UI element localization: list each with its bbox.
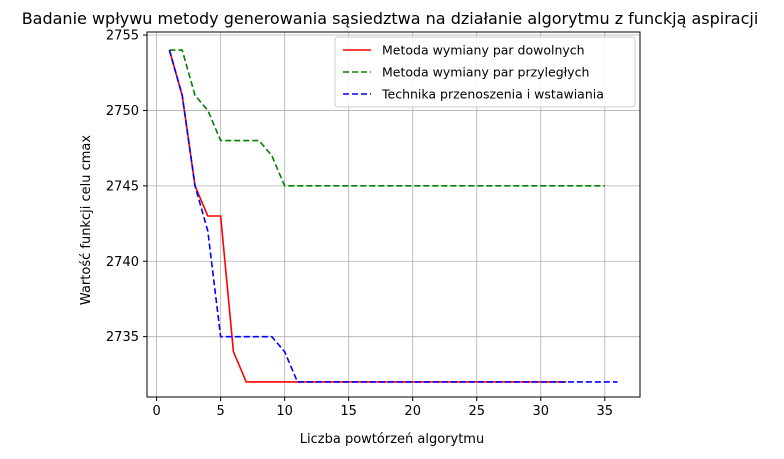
- y-tick-label: 2745: [106, 179, 139, 194]
- plot-series: [168, 49, 618, 383]
- legend-label-3: Technika przenoszenia i wstawiania: [381, 87, 604, 102]
- chart-title: Badanie wpływu metody generowania sąsied…: [22, 9, 759, 28]
- y-tick-label: 2740: [106, 255, 139, 270]
- y-tick-label: 2735: [106, 330, 139, 345]
- legend-label-1: Metoda wymiany par dowolnych: [382, 43, 585, 58]
- x-tick-label: 30: [532, 404, 549, 419]
- legend: Metoda wymiany par dowolnych Metoda wymia…: [334, 36, 636, 108]
- plot-area-frame: [146, 31, 641, 398]
- legend-label-2: Metoda wymiany par przyległych: [382, 65, 589, 80]
- axis-ticks: 0 5 10 15 20 25 30 35 2735 2740 2745 2750 2755: [106, 29, 613, 419]
- x-axis-label: Liczba powtórzeń algorytmu: [300, 432, 484, 447]
- x-tick-label: 0: [152, 404, 160, 419]
- x-tick-label: 10: [276, 404, 293, 419]
- x-tick-label: 25: [468, 404, 485, 419]
- series-line-3: [168, 49, 618, 383]
- x-tick-label: 15: [340, 404, 357, 419]
- x-tick-label: 5: [216, 404, 224, 419]
- y-tick-label: 2750: [106, 104, 139, 119]
- x-tick-label: 35: [597, 404, 614, 419]
- y-tick-label: 2755: [106, 29, 139, 44]
- series-line-2: [169, 49, 605, 187]
- x-tick-label: 20: [404, 404, 421, 419]
- legend-box: [334, 36, 636, 108]
- y-axis-label: Wartość funkcji celu cmax: [79, 135, 94, 305]
